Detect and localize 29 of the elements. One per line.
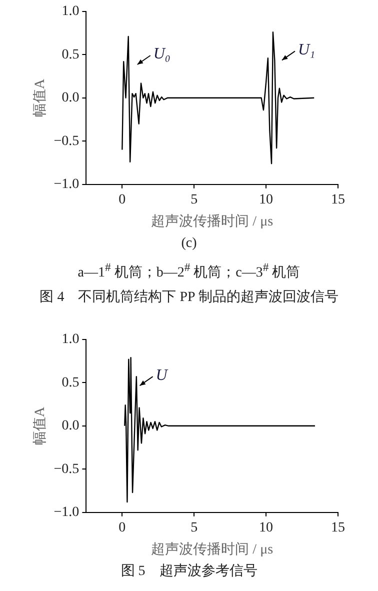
y-axis-title: 幅值A [32,78,48,117]
y-tick-label: −0.5 [54,134,80,149]
caption: 图 5 超声波参考信号 [120,562,258,581]
y-tick-label: 0.5 [62,47,80,62]
x-tick-label: 15 [331,520,345,536]
y-tick-label: −1.0 [54,177,80,192]
y-tick-label: −1.0 [54,504,80,520]
text: (c) [180,235,198,253]
y-tick-label: 1.0 [62,332,80,347]
y-tick-label: 0.5 [62,374,80,390]
y-tick-label: −0.5 [54,461,80,476]
y-axis-title: 幅值A [32,406,48,445]
annotation: U [156,366,169,384]
x-tick-label: 0 [118,520,126,536]
x-tick-label: 5 [190,192,198,208]
x-tick-label: 10 [259,520,274,536]
text: a—1$^{#}$ 机筒；b—2$^{#}$ 机筒；c—3$^{#}$ 机筒 [76,260,302,283]
y-tick-label: 0.0 [62,90,80,106]
x-tick-label: 0 [118,192,126,208]
x-tick-label: 15 [331,192,345,208]
x-axis-title: 超声波传播时间 / μs [151,213,274,230]
annotation: U₀ [153,46,170,63]
annotation: U₁ [298,41,316,58]
caption: 图 4 不同机筒结构下 PP 制品的超声波回波信号 [38,288,340,307]
x-tick-label: 5 [190,520,198,536]
x-axis-title: 超声波传播时间 / μs [151,540,274,557]
y-tick-label: 1.0 [62,4,80,20]
y-tick-label: 0.0 [62,418,80,434]
x-tick-label: 10 [259,192,274,208]
